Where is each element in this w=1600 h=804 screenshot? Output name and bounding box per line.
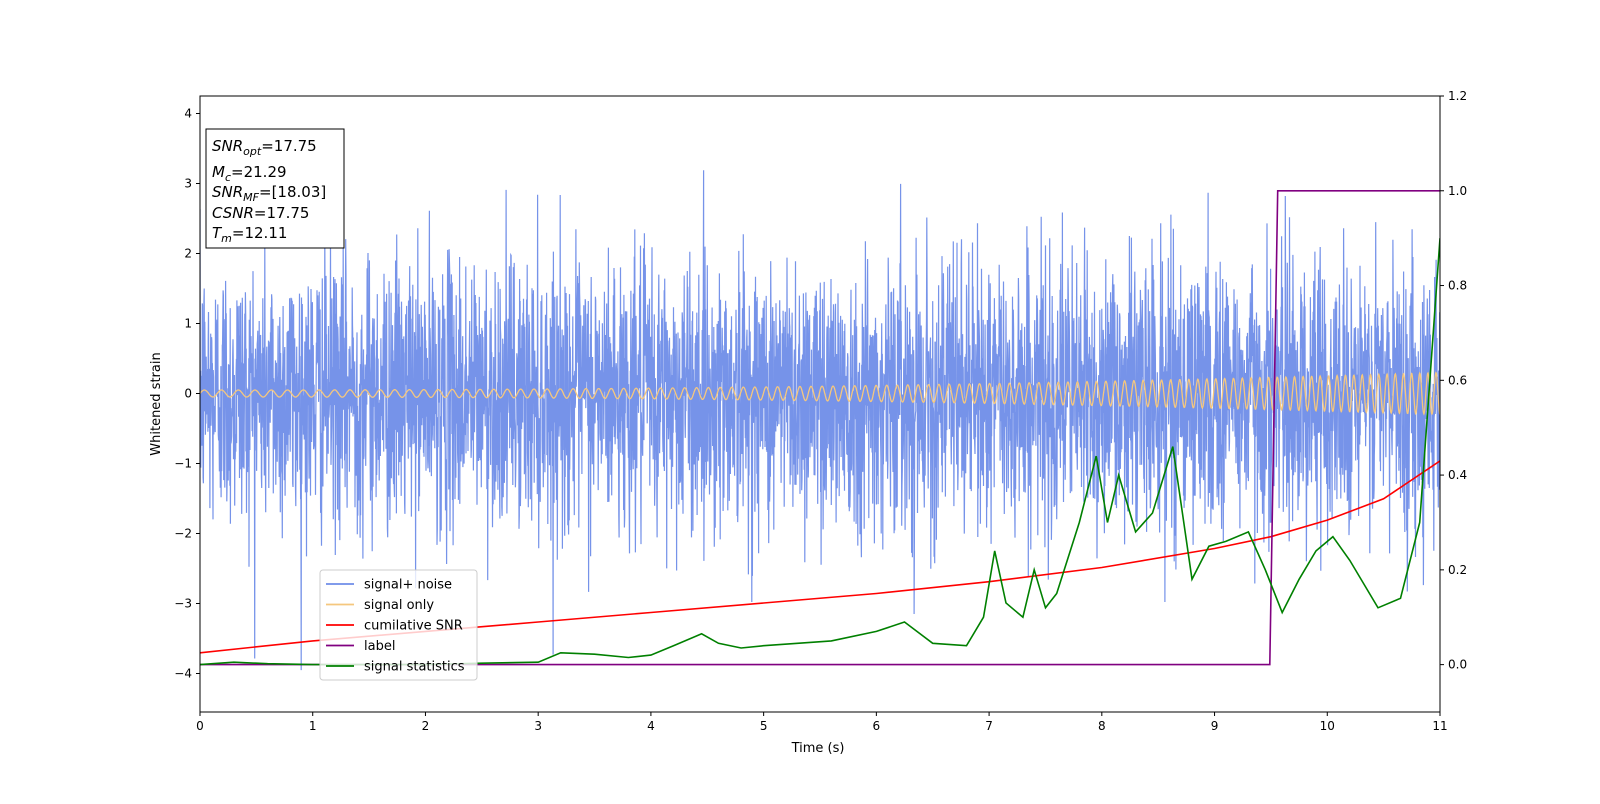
y-tick-label: −4 [174, 667, 192, 681]
series-label [200, 190, 1440, 666]
x-tick-label: 8 [1098, 719, 1106, 733]
x-axis-label: Time (s) [791, 741, 845, 756]
y-tick-label: −1 [174, 457, 192, 471]
x-tick-label: 7 [985, 719, 993, 733]
annotation-csnr: CSNR=17.75 [212, 204, 309, 222]
series-signal-only [200, 371, 1440, 416]
x-tick-label: 1 [309, 719, 317, 733]
y-tick-label: 0 [184, 387, 192, 401]
x-tick-label: 0 [196, 719, 204, 733]
y2-tick-label: 1.0 [1448, 184, 1467, 198]
stats-annotation-box: SNRopt=17.75 Mc=21.29 SNRMF=[18.03] CSNR… [205, 128, 345, 249]
x-tick-label: 5 [760, 719, 768, 733]
x-tick-label: 10 [1320, 719, 1335, 733]
y-axis-left: 4 3 2 1 0 −1 −2 −3 −4 [174, 107, 200, 681]
y-tick-label: 3 [184, 177, 192, 191]
y2-tick-label: 0.0 [1448, 658, 1467, 672]
x-tick-label: 11 [1432, 719, 1447, 733]
annotation-mc: Mc=21.29 [212, 163, 287, 184]
x-tick-label: 3 [534, 719, 542, 733]
y2-tick-label: 0.8 [1448, 279, 1467, 293]
y-axis-label: Whitened strain [149, 352, 164, 455]
y-tick-label: 1 [184, 317, 192, 331]
legend-label: signal statistics [364, 660, 465, 675]
legend-frame [319, 569, 478, 681]
y2-tick-label: 0.2 [1448, 563, 1467, 577]
y2-tick-label: 0.6 [1448, 373, 1467, 387]
y-tick-label: −2 [174, 527, 192, 541]
x-tick-label: 2 [422, 719, 430, 733]
y2-tick-label: 1.2 [1448, 89, 1467, 103]
annotation-frame [205, 128, 345, 249]
plot-frame [199, 95, 1441, 713]
legend: signal+ noise signal only cumilative SNR la… [319, 569, 478, 681]
y-tick-label: 2 [184, 247, 192, 261]
legend-items: signal+ noise signal only cumilative SNR la… [326, 578, 465, 675]
legend-label: signal+ noise [364, 578, 452, 593]
y-tick-label: 4 [184, 107, 192, 121]
x-axis: 0 1 2 3 4 5 6 7 8 9 10 11 [196, 712, 1448, 733]
x-tick-label: 6 [873, 719, 881, 733]
y-axis-right: 1.2 1.0 0.8 0.6 0.4 0.2 0.0 [1440, 89, 1467, 672]
x-tick-label: 4 [647, 719, 655, 733]
annotation-snr-mf: SNRMF=[18.03] [212, 183, 326, 204]
legend-label: cumilative SNR [364, 619, 463, 634]
x-tick-label: 9 [1211, 719, 1219, 733]
annotation-snr-opt: SNRopt=17.75 [212, 137, 317, 158]
series-signal-statistics [200, 238, 1440, 666]
legend-label: signal only [364, 598, 434, 613]
annotation-tm: Tm=12.11 [212, 224, 287, 245]
y-tick-label: −3 [174, 597, 192, 611]
y2-tick-label: 0.4 [1448, 468, 1467, 482]
legend-label: label [364, 639, 395, 654]
